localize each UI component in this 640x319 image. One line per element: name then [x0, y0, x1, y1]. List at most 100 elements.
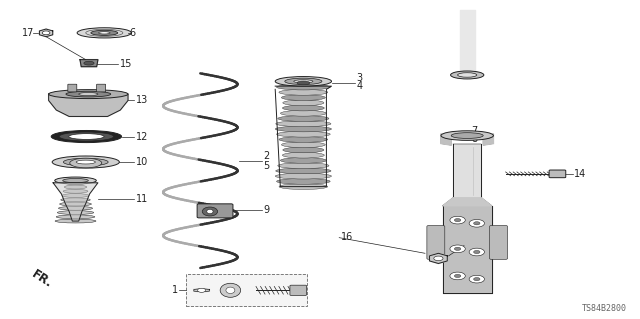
- Text: 14: 14: [574, 169, 586, 179]
- Circle shape: [450, 216, 465, 224]
- Text: 1: 1: [172, 285, 178, 295]
- Ellipse shape: [282, 95, 325, 100]
- Ellipse shape: [297, 81, 310, 85]
- Polygon shape: [194, 289, 209, 292]
- FancyBboxPatch shape: [68, 84, 77, 92]
- Ellipse shape: [283, 100, 324, 106]
- Ellipse shape: [66, 91, 111, 97]
- Polygon shape: [483, 134, 493, 145]
- Ellipse shape: [279, 184, 328, 189]
- Ellipse shape: [56, 215, 95, 219]
- Circle shape: [454, 274, 461, 278]
- Text: 2: 2: [264, 151, 270, 161]
- Text: 13: 13: [136, 95, 148, 106]
- Ellipse shape: [451, 71, 484, 79]
- Text: 17: 17: [22, 28, 35, 38]
- Ellipse shape: [282, 142, 325, 148]
- Ellipse shape: [283, 147, 324, 153]
- Ellipse shape: [276, 84, 330, 90]
- Ellipse shape: [70, 158, 102, 168]
- Ellipse shape: [226, 287, 235, 293]
- Ellipse shape: [65, 181, 86, 185]
- FancyBboxPatch shape: [490, 226, 508, 259]
- FancyBboxPatch shape: [427, 226, 445, 259]
- Ellipse shape: [280, 158, 326, 163]
- Text: 8: 8: [472, 134, 478, 144]
- Circle shape: [198, 288, 205, 292]
- Ellipse shape: [51, 130, 122, 143]
- Ellipse shape: [282, 105, 324, 111]
- Ellipse shape: [64, 185, 87, 189]
- Text: 15: 15: [120, 59, 132, 69]
- Circle shape: [450, 272, 465, 280]
- FancyBboxPatch shape: [197, 204, 233, 218]
- Circle shape: [469, 248, 484, 256]
- Ellipse shape: [63, 158, 108, 166]
- Ellipse shape: [280, 110, 326, 116]
- Ellipse shape: [49, 90, 128, 99]
- Ellipse shape: [441, 131, 493, 140]
- Text: 16: 16: [340, 232, 353, 242]
- Ellipse shape: [69, 134, 104, 139]
- FancyBboxPatch shape: [186, 274, 307, 306]
- Ellipse shape: [276, 121, 331, 127]
- Ellipse shape: [275, 173, 332, 179]
- Ellipse shape: [285, 78, 322, 85]
- Ellipse shape: [58, 206, 93, 210]
- Ellipse shape: [207, 209, 213, 214]
- Ellipse shape: [275, 126, 332, 132]
- Text: 6: 6: [129, 28, 136, 38]
- Ellipse shape: [91, 30, 118, 35]
- Polygon shape: [40, 29, 52, 37]
- Ellipse shape: [77, 28, 132, 38]
- Ellipse shape: [55, 219, 96, 223]
- Circle shape: [469, 219, 484, 227]
- FancyBboxPatch shape: [97, 84, 106, 92]
- Ellipse shape: [60, 132, 114, 141]
- Ellipse shape: [276, 131, 330, 137]
- Ellipse shape: [61, 198, 90, 202]
- Polygon shape: [49, 94, 128, 116]
- Ellipse shape: [220, 283, 241, 297]
- Ellipse shape: [276, 168, 331, 174]
- Circle shape: [454, 247, 461, 250]
- Ellipse shape: [451, 133, 483, 138]
- Text: 3: 3: [356, 73, 363, 83]
- Ellipse shape: [58, 211, 93, 214]
- Ellipse shape: [63, 189, 88, 193]
- Text: 11: 11: [136, 194, 148, 204]
- Circle shape: [474, 250, 480, 254]
- Text: 5: 5: [264, 161, 270, 171]
- Ellipse shape: [202, 207, 218, 216]
- Ellipse shape: [275, 77, 332, 86]
- Ellipse shape: [52, 156, 120, 168]
- Ellipse shape: [76, 160, 95, 164]
- Ellipse shape: [282, 152, 324, 158]
- Ellipse shape: [278, 116, 329, 122]
- Ellipse shape: [279, 89, 328, 95]
- Polygon shape: [53, 183, 98, 221]
- Circle shape: [454, 219, 461, 222]
- Circle shape: [450, 245, 465, 253]
- Polygon shape: [443, 198, 492, 206]
- Ellipse shape: [99, 32, 110, 34]
- Ellipse shape: [278, 163, 329, 168]
- FancyBboxPatch shape: [549, 170, 566, 178]
- Text: 9: 9: [264, 205, 270, 215]
- Ellipse shape: [63, 179, 88, 182]
- Ellipse shape: [458, 73, 477, 77]
- Ellipse shape: [279, 137, 328, 142]
- Circle shape: [434, 256, 443, 261]
- Text: 12: 12: [136, 131, 148, 142]
- Text: 4: 4: [356, 81, 363, 91]
- Polygon shape: [80, 60, 98, 67]
- Ellipse shape: [294, 80, 313, 83]
- Ellipse shape: [55, 177, 96, 184]
- Polygon shape: [429, 253, 447, 263]
- Ellipse shape: [84, 61, 94, 65]
- FancyBboxPatch shape: [290, 285, 307, 295]
- Circle shape: [474, 222, 480, 225]
- Text: 7: 7: [472, 126, 478, 136]
- Ellipse shape: [62, 194, 89, 197]
- Polygon shape: [441, 134, 451, 145]
